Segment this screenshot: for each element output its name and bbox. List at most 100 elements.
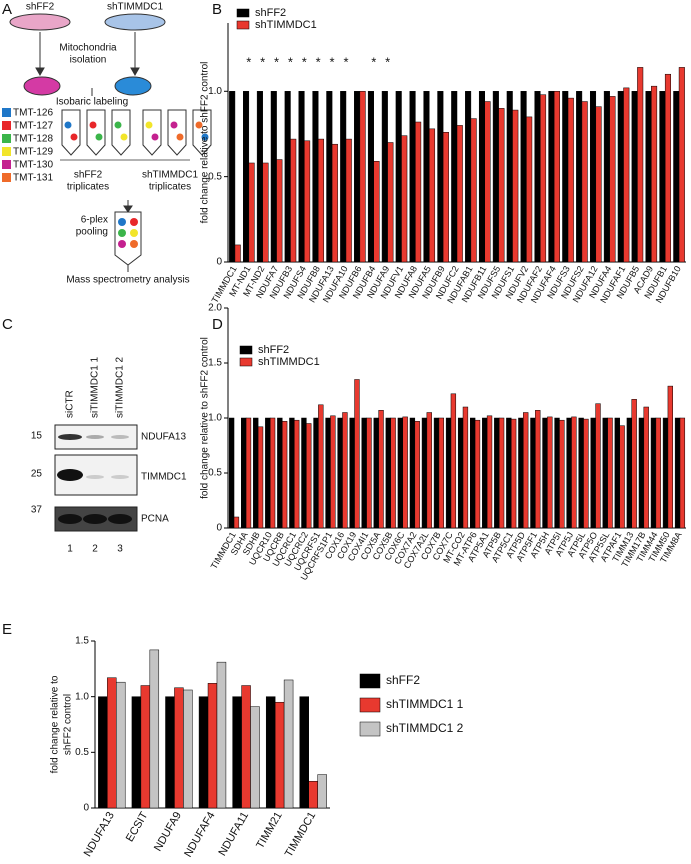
tag-dot — [170, 121, 178, 129]
lane-number: 3 — [117, 544, 123, 555]
tag-dot — [145, 121, 153, 129]
bar — [415, 121, 422, 263]
tmt-label: TMT-127 — [13, 121, 53, 132]
bar — [342, 412, 348, 529]
bar — [518, 417, 524, 529]
bar — [401, 135, 408, 263]
bar — [299, 696, 309, 809]
bar — [183, 689, 193, 809]
bar — [534, 91, 541, 263]
bar — [414, 421, 420, 529]
tag-dot — [151, 133, 159, 141]
bar — [662, 417, 669, 529]
bar — [617, 91, 624, 263]
legend-label: shTIMMDC1 1 — [386, 697, 464, 711]
significance-marker: * — [343, 54, 348, 69]
bar — [234, 244, 241, 263]
panel-label: C — [2, 316, 13, 333]
tag-dot — [70, 133, 78, 141]
bar — [283, 679, 294, 809]
bar — [385, 417, 391, 529]
lane-number: 2 — [92, 544, 98, 555]
bar — [409, 417, 416, 529]
bar — [250, 706, 260, 809]
step-label: Isobaric labeling — [56, 97, 128, 108]
bar — [301, 417, 307, 529]
bar — [559, 419, 565, 529]
bar — [510, 418, 517, 529]
bar — [456, 125, 463, 263]
group-label: triplicates — [67, 182, 109, 193]
bar — [583, 418, 589, 529]
y-tick-label: 0.5 — [208, 171, 222, 182]
y-tick-label: 1.0 — [75, 691, 89, 702]
bar — [331, 143, 338, 263]
bar — [526, 116, 533, 263]
band-label: NDUFA13 — [141, 432, 186, 443]
bar — [678, 67, 685, 263]
bar — [381, 91, 388, 263]
y-axis-label: fold change relative to shFF2 control — [200, 62, 211, 224]
legend-swatch — [239, 345, 253, 355]
significance-marker: * — [385, 54, 390, 69]
step-label: Mass spectrometry analysis — [66, 275, 189, 286]
y-axis-label: fold change relative to — [50, 675, 61, 773]
panel-label: D — [212, 316, 223, 333]
panel-label: A — [2, 1, 12, 18]
bar — [387, 142, 394, 263]
tmt-swatch — [2, 134, 11, 143]
bar — [631, 399, 637, 529]
y-tick-label: 0.5 — [75, 747, 89, 758]
bar — [520, 91, 527, 263]
significance-marker: * — [316, 54, 321, 69]
y-tick-label: 0 — [216, 257, 222, 268]
bar — [265, 417, 271, 529]
bar — [590, 417, 596, 529]
bar — [567, 97, 574, 263]
bar — [257, 426, 264, 529]
tube — [142, 109, 162, 156]
tmt-swatch — [2, 173, 11, 182]
bar — [281, 421, 288, 529]
tube — [61, 109, 81, 156]
legend-label: shFF2 — [258, 344, 289, 356]
pooled-dot — [130, 240, 138, 248]
bar — [174, 687, 184, 809]
bar — [506, 91, 513, 263]
bar — [578, 417, 584, 529]
bar — [378, 410, 384, 529]
legend-label: shFF2 — [386, 673, 420, 687]
bar — [498, 417, 505, 529]
y-tick-label: 2.0 — [208, 303, 222, 314]
bar — [442, 132, 449, 263]
bar — [562, 91, 569, 263]
bar — [395, 91, 402, 263]
bar — [241, 417, 247, 529]
bar — [423, 91, 430, 263]
y-tick-label: 1.0 — [208, 86, 222, 97]
bar — [470, 417, 476, 529]
bar — [512, 109, 519, 263]
bar — [576, 91, 583, 263]
tmt-label: TMT-128 — [13, 134, 53, 145]
bar — [107, 677, 117, 809]
bar — [540, 94, 547, 263]
group-label: triplicates — [149, 182, 191, 193]
mw-label: 25 — [31, 469, 43, 480]
tube — [86, 109, 106, 156]
bar — [548, 91, 555, 263]
bar — [554, 417, 560, 529]
bar — [659, 91, 666, 263]
bar — [421, 417, 428, 529]
step-label: isolation — [70, 55, 107, 66]
lane-number: 1 — [67, 544, 73, 555]
bar — [553, 91, 560, 263]
bar — [506, 417, 512, 529]
bar — [523, 412, 529, 529]
bar — [98, 696, 108, 809]
bar — [651, 85, 658, 263]
bar — [595, 403, 601, 529]
bar — [367, 91, 374, 263]
bar — [530, 417, 536, 529]
bar — [207, 683, 218, 809]
